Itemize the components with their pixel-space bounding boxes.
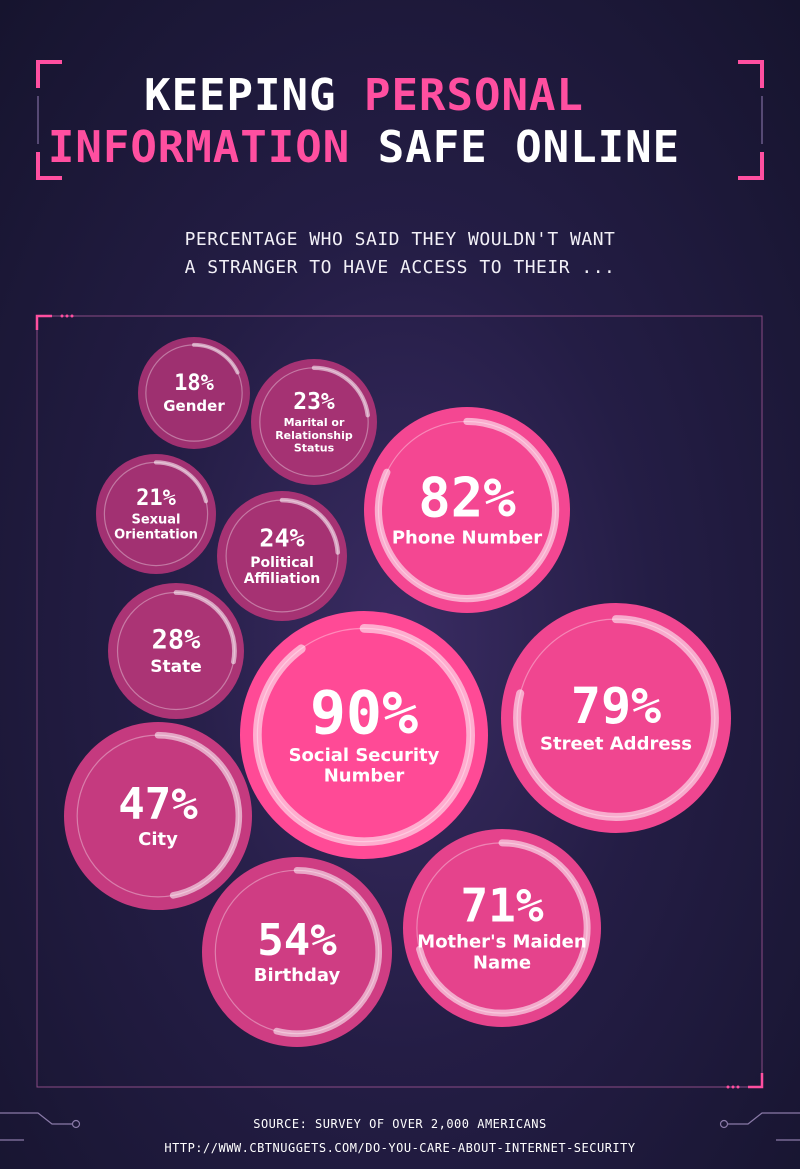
title-line1-a: KEEPING	[144, 70, 364, 121]
value-label-marital-or-relationship-status: 23%	[293, 389, 335, 415]
bubble-circle-sexual-orientation	[96, 454, 216, 574]
subtitle: PERCENTAGE WHO SAID THEY WOULDN'T WANT A…	[100, 226, 700, 282]
bubble-phone-number: 82%Phone Number	[364, 407, 570, 613]
bubble-arc-political-affiliation	[279, 497, 341, 555]
category-label-mother-s-maiden-name: Name	[473, 952, 531, 973]
bubble-arc-gender	[192, 342, 240, 375]
value-label-mother-s-maiden-name: 71%	[460, 878, 543, 932]
category-label-marital-or-relationship-status: Marital or	[284, 416, 345, 429]
circuit-right	[719, 1112, 800, 1141]
category-label-political-affiliation: Political	[250, 555, 314, 571]
bubble-circle-mother-s-maiden-name	[403, 829, 601, 1027]
bubble-arc-phone-number	[374, 417, 560, 603]
bubble-arc-street-address	[513, 615, 719, 821]
category-label-city: City	[138, 829, 178, 850]
title-line2-a: INFORMATION	[47, 122, 351, 173]
bubble-state: 28%State	[108, 583, 244, 719]
value-label-political-affiliation: 24%	[259, 524, 304, 553]
category-label-marital-or-relationship-status: Status	[294, 441, 335, 454]
category-label-political-affiliation: Affiliation	[244, 571, 321, 587]
footer-url: HTTP://WWW.CBTNUGGETS.COM/DO-YOU-CARE-AB…	[164, 1141, 636, 1155]
bubble-arc-birthday	[273, 866, 383, 1038]
category-label-marital-or-relationship-status: Relationship	[275, 429, 353, 442]
value-label-sexual-orientation: 21%	[136, 486, 176, 511]
value-label-state: 28%	[152, 625, 202, 656]
bubble-circle-social-security-number	[240, 611, 488, 859]
chart-frame	[35, 314, 764, 1089]
bubble-circle-street-address	[501, 603, 731, 833]
value-label-street-address: 79%	[571, 677, 661, 735]
category-label-social-security-number: Number	[324, 766, 405, 787]
bubble-arc-sexual-orientation	[153, 460, 209, 504]
circuit-left	[0, 1112, 81, 1141]
value-label-city: 47%	[118, 779, 198, 830]
bubble-arc-mother-s-maiden-name	[416, 839, 591, 1017]
title-frame	[36, 60, 764, 180]
category-label-sexual-orientation: Sexual	[131, 513, 180, 528]
bubble-arc-social-security-number	[253, 624, 475, 846]
category-label-social-security-number: Social Security	[289, 745, 440, 766]
bubble-city: 47%City	[64, 722, 252, 910]
category-label-phone-number: Phone Number	[392, 528, 542, 549]
bubble-circle-city	[64, 722, 252, 910]
subtitle-line1: PERCENTAGE WHO SAID THEY WOULDN'T WANT	[184, 229, 616, 250]
bubble-circle-marital-or-relationship-status	[251, 359, 377, 485]
bubble-gender: 18%Gender	[138, 337, 250, 449]
title-line2-b: SAFE ONLINE	[350, 122, 681, 173]
bubble-circle-gender	[138, 337, 250, 449]
bubble-street-address: 79%Street Address	[501, 603, 731, 833]
category-label-street-address: Street Address	[540, 734, 692, 755]
page-title: KEEPING PERSONAL INFORMATION SAFE ONLINE	[0, 70, 728, 174]
category-label-mother-s-maiden-name: Mother's Maiden	[417, 932, 586, 953]
category-label-gender: Gender	[163, 397, 225, 415]
subtitle-line2: A STRANGER TO HAVE ACCESS TO THEIR ...	[184, 257, 616, 278]
bubble-circle-birthday	[202, 857, 392, 1047]
value-label-phone-number: 82%	[418, 467, 516, 530]
bubble-birthday: 54%Birthday	[202, 857, 392, 1047]
bubble-arc-state	[173, 590, 237, 665]
category-label-sexual-orientation: Orientation	[114, 528, 198, 543]
bubble-circle-political-affiliation	[217, 491, 347, 621]
title-line1-b: PERSONAL	[364, 70, 584, 121]
bubble-arc-marital-or-relationship-status	[311, 365, 370, 418]
bubble-circle-phone-number	[364, 407, 570, 613]
category-label-birthday: Birthday	[254, 965, 341, 986]
value-label-birthday: 54%	[257, 915, 337, 966]
value-label-gender: 18%	[174, 371, 214, 396]
category-label-state: State	[150, 657, 202, 677]
bubble-circle-state	[108, 583, 244, 719]
value-label-social-security-number: 90%	[310, 678, 418, 748]
footer-source: SOURCE: SURVEY OF OVER 2,000 AMERICANS	[253, 1117, 547, 1131]
bubble-arc-city	[154, 731, 243, 899]
